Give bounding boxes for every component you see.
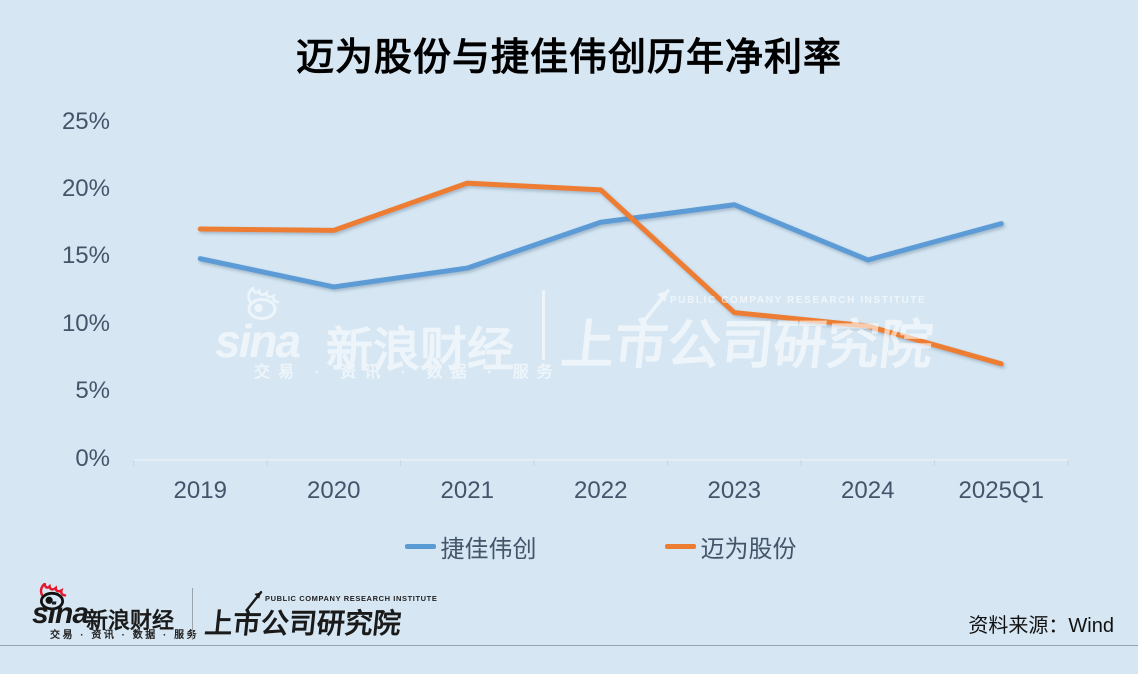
legend-item-迈为股份: 迈为股份 — [664, 529, 797, 564]
footer-logo-divider — [192, 588, 193, 640]
y-axis-tick-label: 10% — [61, 309, 110, 337]
footer-separator-line — [0, 645, 1138, 646]
legend-line-swatch — [664, 543, 696, 549]
footer-sina-logo: sina 新浪财经 交易 · 资讯 · 数据 · 服务 — [30, 583, 197, 641]
y-axis-tick-label: 15% — [61, 242, 110, 270]
sina-eye-icon — [39, 583, 67, 611]
sina-wordmark: sina — [32, 597, 89, 630]
y-axis-tick-label: 5% — [75, 377, 110, 405]
y-axis-tick-label: 20% — [61, 174, 110, 202]
x-axis-tick-label: 2022 — [574, 477, 628, 504]
chart-title: 迈为股份与捷佳伟创历年净利率 — [295, 37, 842, 79]
sina-tagline: 交易 · 资讯 · 数据 · 服务 — [50, 630, 200, 641]
x-axis-tick-label: 2025Q1 — [958, 477, 1044, 504]
series-line-捷佳伟创 — [197, 202, 1004, 290]
chart-series-lines — [197, 180, 1004, 367]
legend-line-swatch — [404, 543, 436, 549]
chart-legend: 捷佳伟创 迈为股份 — [133, 529, 1068, 563]
series-line-迈为股份 — [197, 180, 1004, 367]
legend-item-捷佳伟创: 捷佳伟创 — [404, 529, 537, 564]
legend-label: 捷佳伟创 — [440, 535, 537, 563]
x-axis — [132, 459, 1069, 466]
trend-arrow-icon — [245, 590, 263, 612]
pcri-name: 上市公司研究院 — [203, 608, 403, 639]
x-axis-tick-label: 2019 — [173, 477, 227, 504]
sina-finance-name: 新浪财经 — [86, 608, 175, 633]
pcri-english-name: PUBLIC COMPANY RESEARCH INSTITUTE — [265, 594, 438, 603]
legend-label: 迈为股份 — [700, 535, 797, 563]
x-axis-tick-label: 2021 — [440, 477, 494, 504]
x-axis-tick-label: 2024 — [841, 477, 895, 504]
x-axis-tick-label: 2023 — [707, 477, 761, 504]
footer-pcri-logo: PUBLIC COMPANY RESEARCH INSTITUTE 上市公司研究… — [203, 585, 438, 643]
y-axis-tick-label: 0% — [75, 444, 110, 472]
data-source-note: 资料来源：Wind — [968, 615, 1114, 637]
x-axis-tick-label: 2020 — [307, 477, 361, 504]
y-axis-tick-label: 25% — [61, 107, 110, 135]
